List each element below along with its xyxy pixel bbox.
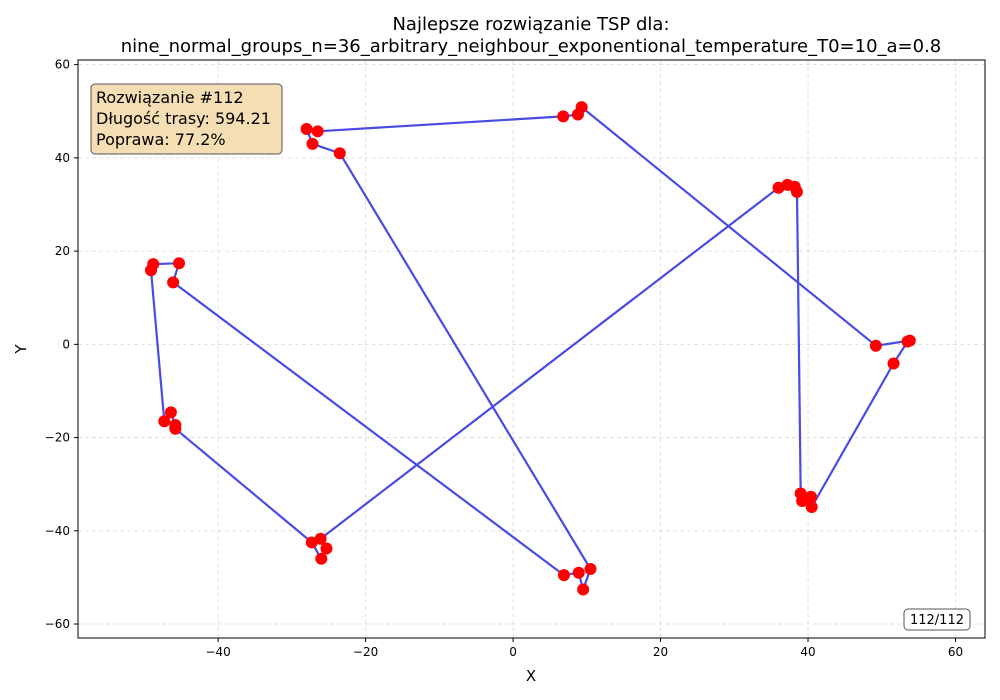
y-tick-label: 40 (55, 151, 70, 165)
x-tick-label: 40 (800, 645, 815, 659)
frame-counter-background (903, 608, 971, 631)
chart-title-line1: Najlepsze rozwiązanie TSP dla: (392, 14, 669, 35)
city-point (794, 487, 807, 500)
info-route-length: Długość trasy: 594.21 (96, 109, 271, 128)
frame-counter-box: 112/112 (903, 608, 971, 631)
grid-lines (78, 60, 985, 638)
y-tick-label: 20 (55, 244, 70, 258)
city-point (300, 122, 313, 135)
y-axis-label: Y (12, 344, 30, 355)
city-point (164, 406, 177, 419)
city-point (577, 583, 590, 596)
info-box-background (90, 83, 283, 155)
city-point (333, 147, 346, 160)
city-point (306, 137, 319, 150)
axis-ticks: −40 −20 0 20 40 60 −60 −40 −20 0 20 40 60 (45, 58, 963, 659)
city-point (557, 110, 570, 123)
y-tick-label: 60 (55, 58, 70, 72)
city-point (147, 258, 160, 271)
y-tick-label: 0 (62, 337, 70, 351)
city-point (805, 501, 818, 514)
city-point (173, 257, 186, 270)
city-point (167, 276, 180, 289)
city-point (305, 536, 318, 549)
x-axis-label: X (526, 667, 536, 685)
city-point (869, 339, 882, 352)
city-points (145, 101, 916, 596)
city-point (772, 181, 785, 194)
info-improvement: Poprawa: 77.2% (96, 130, 226, 149)
city-point (575, 101, 588, 114)
info-box: Rozwiązanie #112 Długość trasy: 594.21 P… (90, 83, 283, 155)
plot-frame (77, 59, 986, 639)
x-tick-label: 0 (509, 645, 517, 659)
chart-title-line2: nine_normal_groups_n=36_arbitrary_neighb… (121, 36, 942, 57)
city-point (158, 415, 171, 428)
x-tick-label: 20 (653, 645, 668, 659)
city-point (584, 563, 597, 576)
y-tick-label: −20 (45, 431, 70, 445)
frame-counter: 112/112 (910, 613, 964, 628)
info-solution-number: Rozwiązanie #112 (96, 88, 244, 107)
route-layer (149, 105, 911, 591)
city-point (169, 418, 182, 431)
city-point (887, 357, 900, 370)
city-point (315, 552, 328, 565)
city-point (901, 335, 914, 348)
y-tick-label: −60 (45, 617, 70, 631)
city-point (572, 566, 585, 579)
x-tick-label: 60 (948, 645, 963, 659)
y-tick-label: −40 (45, 524, 70, 538)
route-line (149, 105, 911, 591)
city-point (320, 542, 333, 555)
x-tick-label: −20 (353, 645, 378, 659)
city-point (557, 569, 570, 582)
x-tick-label: −40 (205, 645, 230, 659)
city-point (311, 125, 324, 138)
